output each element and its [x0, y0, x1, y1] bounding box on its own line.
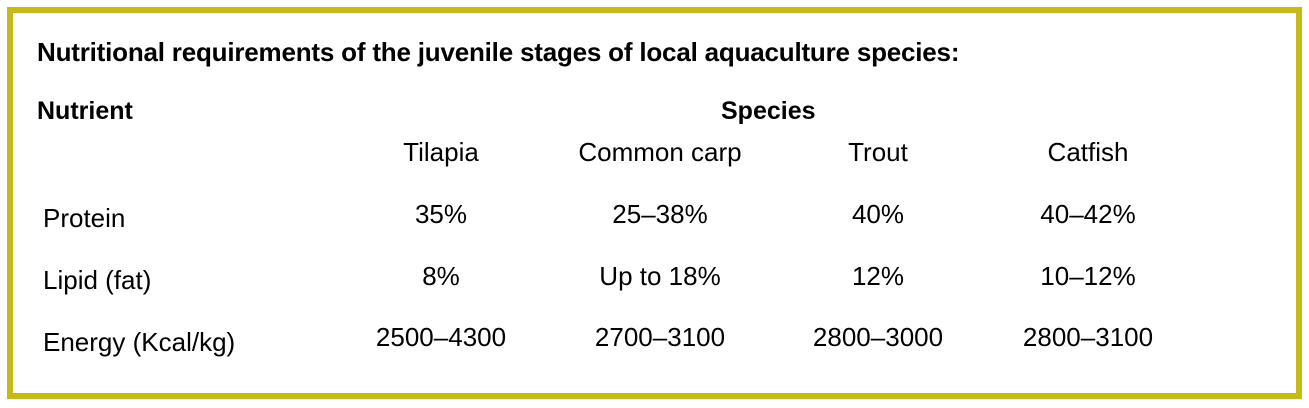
species-col-catfish: Catfish — [1047, 137, 1129, 167]
cell-protein-trout: 40% — [851, 199, 905, 229]
table-frame: Nutritional requirements of the juvenile… — [7, 7, 1302, 399]
cell-protein-common-carp: 25–38% — [612, 199, 708, 229]
row-label-protein: Protein — [43, 203, 126, 233]
cell-protein-catfish: 40–42% — [1040, 199, 1136, 229]
cell-energy-catfish: 2800–3100 — [1022, 322, 1154, 352]
cell-energy-common-carp: 2700–3100 — [594, 322, 726, 352]
cell-lipid-trout: 12% — [851, 261, 905, 291]
nutrient-header: Nutrient — [37, 97, 133, 125]
cell-protein-tilapia: 35% — [414, 199, 468, 229]
cell-lipid-tilapia: 8% — [422, 261, 460, 291]
species-col-common-carp: Common carp — [578, 137, 742, 167]
cell-energy-trout: 2800–3000 — [812, 322, 944, 352]
table-title: Nutritional requirements of the juvenile… — [37, 37, 960, 67]
species-col-tilapia: Tilapia — [403, 137, 479, 167]
cell-lipid-catfish: 10–12% — [1040, 261, 1136, 291]
cell-lipid-common-carp: Up to 18% — [599, 261, 721, 291]
species-header: Species — [721, 97, 816, 125]
row-label-lipid: Lipid (fat) — [43, 265, 152, 295]
cell-energy-tilapia: 2500–4300 — [375, 322, 507, 352]
species-col-trout: Trout — [848, 137, 908, 167]
row-label-energy: Energy (Kcal/kg) — [43, 327, 236, 357]
